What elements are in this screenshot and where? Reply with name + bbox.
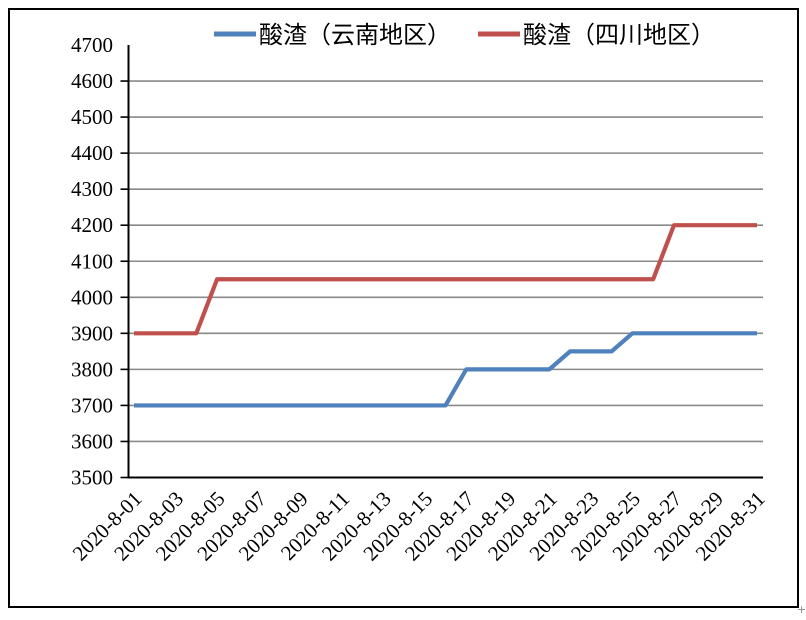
legend-label-sichuan: 酸渣（四川地区） bbox=[523, 22, 715, 49]
legend-label-yunnan: 酸渣（云南地区） bbox=[259, 22, 451, 49]
gridlines bbox=[129, 80, 763, 443]
y-axis-label: 3900 bbox=[71, 321, 113, 345]
series-line-1 bbox=[134, 223, 757, 336]
y-axis-label: 4500 bbox=[71, 105, 113, 129]
y-axis-label: 3600 bbox=[71, 429, 113, 453]
y-axis-label: 4600 bbox=[71, 69, 113, 93]
artifact-mark: + bbox=[797, 603, 806, 616]
y-axis-label: 4200 bbox=[71, 213, 113, 237]
x-axis-labels: 2020-8-012020-8-032020-8-052020-8-072020… bbox=[68, 487, 770, 566]
axes bbox=[120, 45, 763, 479]
y-axis-label: 4400 bbox=[71, 141, 113, 165]
y-axis-label: 4300 bbox=[71, 177, 113, 201]
legend: 酸渣（云南地区） 酸渣（四川地区） bbox=[214, 22, 715, 49]
y-axis-label: 4700 bbox=[71, 33, 113, 57]
y-axis-label: 3500 bbox=[71, 466, 113, 490]
figure-border bbox=[8, 8, 799, 608]
series-lines bbox=[134, 223, 757, 408]
y-axis-label: 3800 bbox=[71, 357, 113, 381]
y-axis-label: 4100 bbox=[71, 249, 113, 273]
y-axis-label: 4000 bbox=[71, 285, 113, 309]
y-axis-label: 3700 bbox=[71, 393, 113, 417]
y-axis-labels: 3500 3600 3700 3800 3900 4000 4100 4200 4300 4400… bbox=[71, 33, 113, 490]
series-line-0 bbox=[134, 331, 757, 408]
